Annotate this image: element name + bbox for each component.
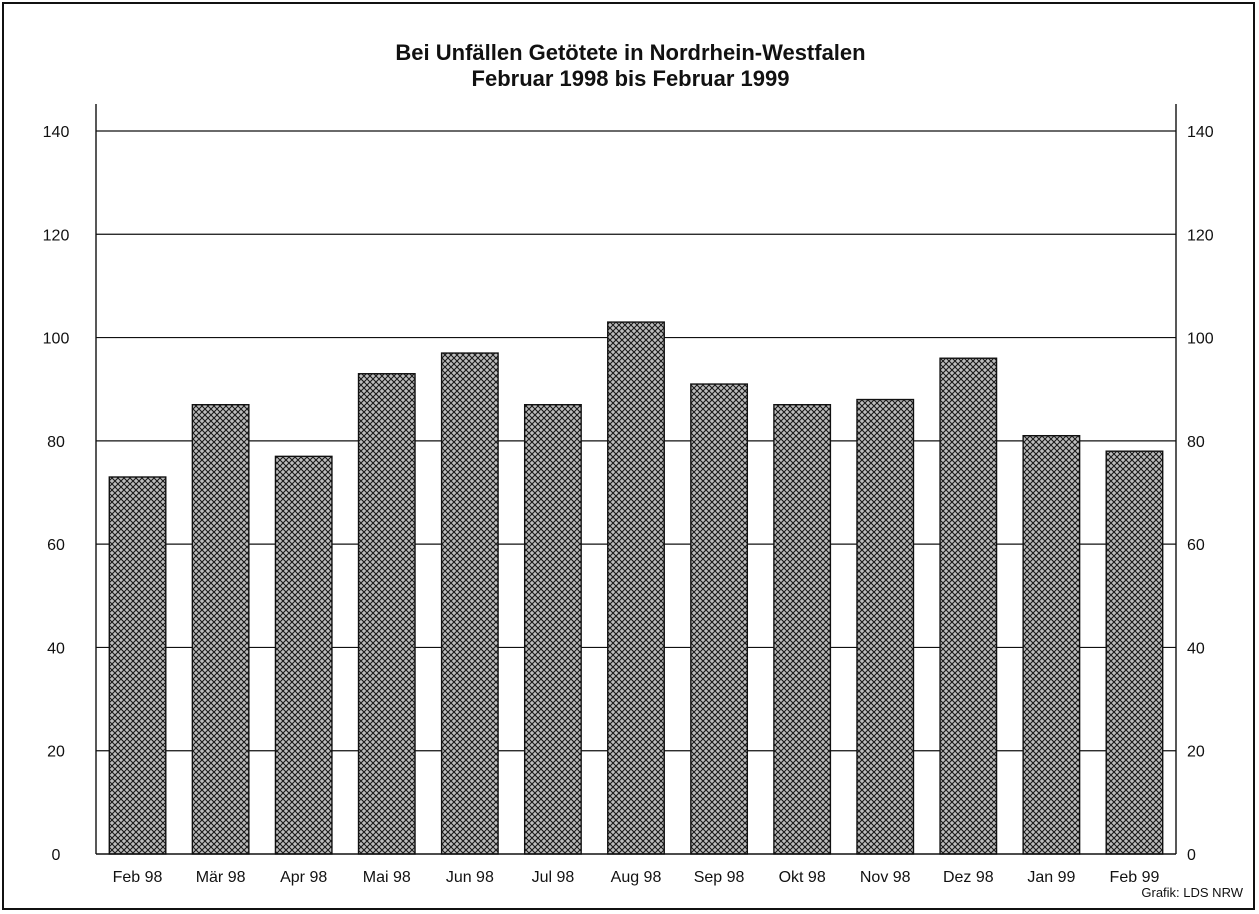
y-tick-right-120: 120 <box>1187 227 1214 244</box>
y-tick-left-20: 20 <box>47 744 65 761</box>
x-tick-label-7: Sep 98 <box>694 869 745 886</box>
y-axis-left-ticks: 0 20 40 60 80 100 120 140 <box>43 124 70 864</box>
x-tick-label-1: Mär 98 <box>196 869 246 886</box>
y-tick-left-100: 100 <box>43 331 70 348</box>
x-tick-label-5: Jul 98 <box>532 869 575 886</box>
x-tick-label-10: Dez 98 <box>943 869 994 886</box>
y-tick-left-40: 40 <box>47 640 65 657</box>
bar-0 <box>108 476 167 855</box>
bar-4 <box>440 352 499 855</box>
bar-5 <box>523 404 582 855</box>
y-tick-left-140: 140 <box>43 124 70 141</box>
x-tick-label-0: Feb 98 <box>113 869 163 886</box>
bar-10 <box>939 357 998 855</box>
y-tick-right-20: 20 <box>1187 744 1205 761</box>
bar-8 <box>773 404 832 855</box>
chart-title-line-1: Bei Unfällen Getötete in Nordrhein-Westf… <box>395 40 866 65</box>
chart-title-line-2: Februar 1998 bis Februar 1999 <box>471 66 790 91</box>
x-tick-label-4: Jun 98 <box>446 869 494 886</box>
y-tick-right-140: 140 <box>1187 124 1214 141</box>
bar-3 <box>357 373 416 855</box>
bar-2 <box>274 455 333 855</box>
bar-11 <box>1022 434 1081 855</box>
x-tick-label-3: Mai 98 <box>363 869 411 886</box>
bar-6 <box>607 321 665 855</box>
chart-title: Bei Unfällen Getötete in Nordrhein-Westf… <box>4 40 1257 92</box>
y-tick-right-80: 80 <box>1187 434 1205 451</box>
y-tick-left-60: 60 <box>47 537 65 554</box>
y-tick-left-120: 120 <box>43 227 70 244</box>
bar-12 <box>1105 450 1164 855</box>
x-tick-label-8: Okt 98 <box>779 869 826 886</box>
bar-7 <box>690 383 749 855</box>
source-credit: Grafik: LDS NRW <box>1141 885 1243 900</box>
bar-9 <box>856 398 915 855</box>
x-tick-label-6: Aug 98 <box>611 869 662 886</box>
axes <box>95 104 1177 855</box>
bars <box>108 321 1164 855</box>
x-tick-label-11: Jan 99 <box>1027 869 1075 886</box>
y-tick-left-80: 80 <box>47 434 65 451</box>
y-tick-right-0: 0 <box>1187 847 1196 864</box>
y-tick-right-60: 60 <box>1187 537 1205 554</box>
y-axis-right-ticks: 0 20 40 60 80 100 120 140 <box>1187 124 1214 864</box>
x-axis-category-labels: Feb 98 Mär 98 Apr 98 Mai 98 Jun 98 Jul 98 Aug … <box>113 869 1160 886</box>
bar-1 <box>191 404 250 855</box>
y-tick-left-0: 0 <box>52 847 61 864</box>
x-tick-label-9: Nov 98 <box>860 869 911 886</box>
x-tick-label-2: Apr 98 <box>280 869 327 886</box>
x-tick-label-12: Feb 99 <box>1110 869 1160 886</box>
bar-chart: 0 20 40 60 80 100 120 140 0 20 40 60 80 100 120 140 Fe… <box>43 104 1214 886</box>
y-tick-right-40: 40 <box>1187 640 1205 657</box>
y-tick-right-100: 100 <box>1187 331 1214 348</box>
